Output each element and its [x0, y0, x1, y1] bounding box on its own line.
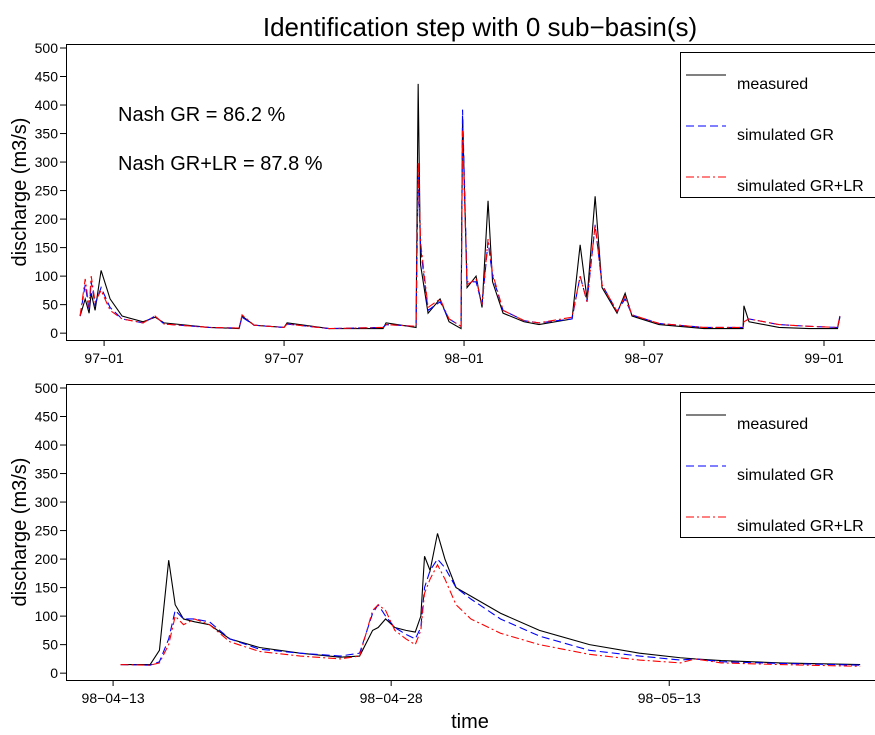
legend-text: measured: [737, 416, 808, 433]
legend-text: simulated GR: [737, 127, 834, 144]
legend-box: [680, 52, 875, 198]
y-tick-label: 350: [35, 466, 59, 482]
y-tick-label: 450: [35, 69, 59, 85]
y-tick-label: 200: [35, 211, 59, 227]
x-tick-label: 98−05−13: [638, 690, 701, 706]
y-tick-label: 100: [35, 268, 59, 284]
figure-title: Identification step with 0 sub−basin(s): [263, 12, 697, 42]
annotation: Nash GR+LR = 87.8 %: [118, 153, 323, 175]
x-tick-label: 98−04−28: [360, 690, 423, 706]
x-axis-label: time: [451, 711, 489, 733]
y-axis-label: discharge (m3/s): [9, 118, 31, 267]
legend-text: simulated GR+LR: [737, 518, 864, 535]
x-tick-label: 98−04−13: [82, 690, 145, 706]
plot-frame: [66, 384, 875, 681]
series-line: [79, 130, 841, 330]
y-tick-label: 350: [35, 126, 59, 142]
x-tick-label: 97−07: [264, 350, 304, 366]
x-tick-label: 97−01: [84, 350, 124, 366]
y-tick-label: 50: [42, 637, 58, 653]
y-tick-label: 250: [35, 523, 59, 539]
legend-box: [680, 392, 875, 538]
y-tick-label: 400: [35, 97, 59, 113]
series-line: [120, 533, 861, 666]
y-tick-label: 100: [35, 608, 59, 624]
y-tick-label: 0: [50, 665, 58, 681]
x-tick-label: 98−07: [624, 350, 664, 366]
legend-text: measured: [737, 76, 808, 93]
x-tick-label: 98−01: [444, 350, 484, 366]
y-tick-label: 300: [35, 494, 59, 510]
y-tick-label: 500: [35, 40, 59, 56]
series-line: [120, 558, 861, 666]
x-tick-label: 99−01: [804, 350, 844, 366]
legend-text: simulated GR: [737, 467, 834, 484]
y-tick-label: 300: [35, 154, 59, 170]
y-tick-label: 500: [35, 380, 59, 396]
y-tick-label: 200: [35, 551, 59, 567]
y-tick-label: 250: [35, 183, 59, 199]
legend-text: simulated GR+LR: [737, 178, 864, 195]
y-tick-label: 50: [42, 297, 58, 313]
y-tick-label: 400: [35, 437, 59, 453]
plot-frame: [66, 44, 875, 341]
annotation: Nash GR = 86.2 %: [118, 104, 286, 126]
y-tick-label: 150: [35, 240, 59, 256]
series-line: [120, 563, 861, 667]
y-tick-label: 0: [50, 325, 58, 341]
y-tick-label: 150: [35, 580, 59, 596]
y-tick-label: 450: [35, 409, 59, 425]
y-axis-label: discharge (m3/s): [9, 458, 31, 607]
